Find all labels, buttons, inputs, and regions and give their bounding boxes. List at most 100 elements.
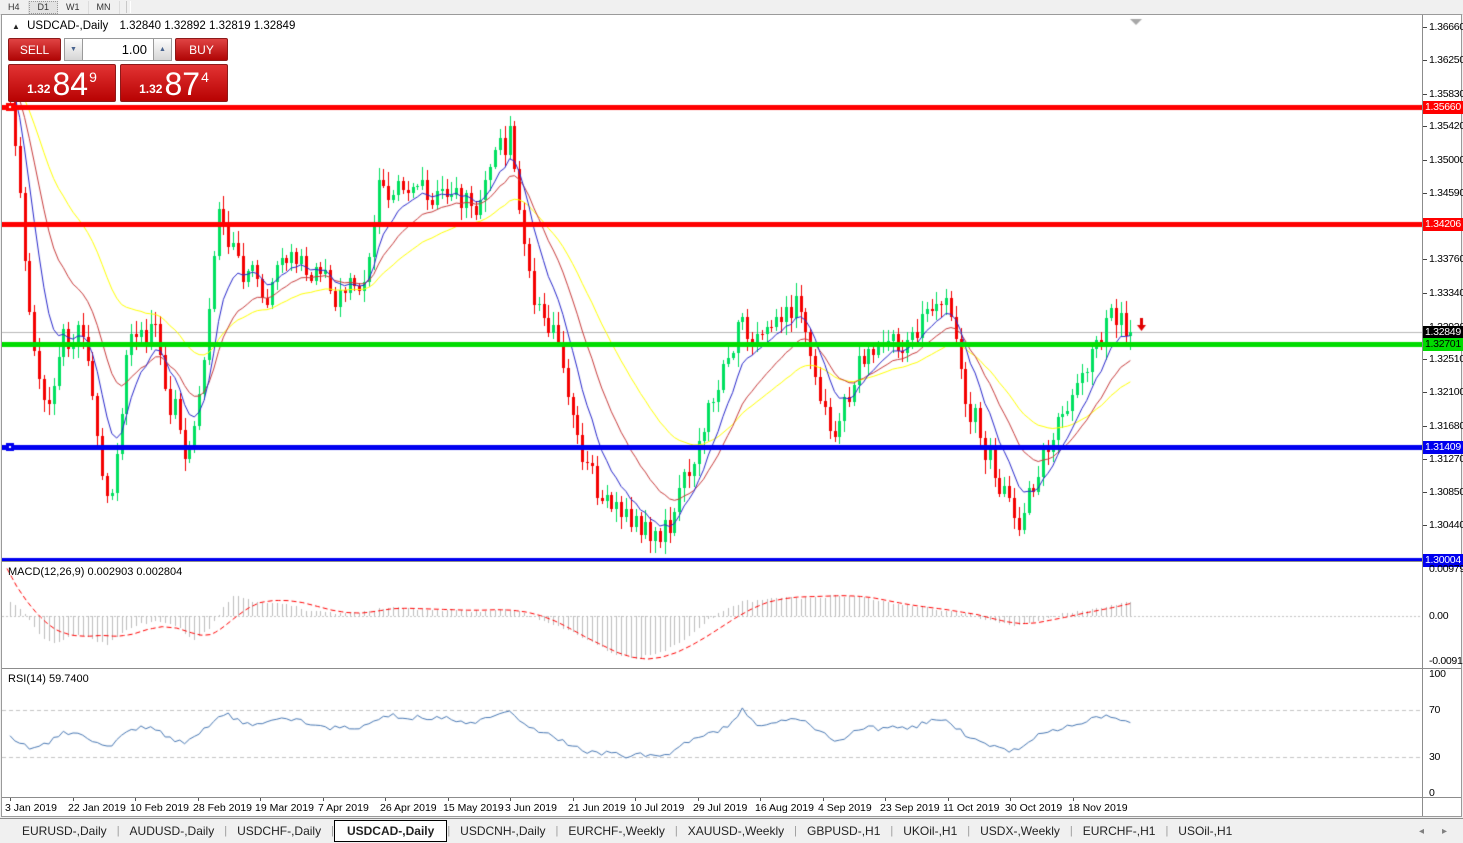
date-tick-label: 15 May 2019	[443, 802, 504, 814]
volume-input[interactable]: 1.00	[83, 38, 153, 61]
chart-tab-xauusd-weekly[interactable]: XAUUSD-,Weekly	[687, 824, 785, 838]
chart-tab-usdx-weekly[interactable]: USDX-,Weekly	[980, 824, 1060, 838]
chart-tab-eurchf-h1[interactable]: EURCHF-,H1	[1082, 824, 1156, 838]
date-tick-mark	[635, 798, 636, 801]
sell-price-prefix: 1.32	[27, 82, 51, 96]
date-tick-label: 10 Feb 2019	[130, 802, 189, 814]
rsi-axis-label: 0	[1429, 787, 1435, 799]
volume-decrease-button[interactable]: ▼	[64, 38, 83, 61]
price-tick-mark	[1423, 259, 1427, 260]
date-tick-mark	[510, 798, 511, 801]
macd-label: MACD(12,26,9) 0.002903 0.002804	[8, 566, 183, 578]
chart-window[interactable]: 1.36660 1.36250 1.35830 1.35420 1.35000 1.345…	[1, 14, 1463, 817]
date-tick-mark	[73, 798, 74, 801]
date-tick-label: 23 Sep 2019	[880, 802, 940, 814]
chart-tab-ukoil-h1[interactable]: UKOil-,H1	[903, 824, 958, 838]
date-tick-label: 4 Sep 2019	[818, 802, 872, 814]
price-line-label: 1.32701	[1423, 338, 1463, 351]
buy-button[interactable]: BUY	[175, 38, 228, 61]
volume-spinner: ▼ 1.00 ▲	[64, 38, 172, 61]
volume-increase-button[interactable]: ▲	[153, 38, 172, 61]
collapse-icon[interactable]: ▲	[12, 22, 20, 31]
date-tick-mark	[10, 798, 11, 801]
chart-tab-gbpusd-h1[interactable]: GBPUSD-,H1	[807, 824, 881, 838]
buy-price-main: 87	[164, 66, 201, 102]
price-axis-border	[1422, 15, 1423, 816]
price-line-label: 1.32849	[1423, 326, 1463, 339]
date-tick-label: 22 Jan 2019	[68, 802, 126, 814]
timeframe-button-d1[interactable]: D1	[28, 0, 59, 14]
price-line-label: 1.35660	[1423, 101, 1463, 114]
price-tick-mark	[1423, 426, 1427, 427]
price-tick-mark	[1423, 525, 1427, 526]
price-tick-label: 1.31270	[1429, 453, 1463, 465]
date-tick-label: 28 Feb 2019	[193, 802, 252, 814]
date-tick-mark	[448, 798, 449, 801]
tab-scroll-right-icon[interactable]: ▸	[1441, 825, 1447, 837]
rsi-axis-label: 100	[1429, 668, 1446, 680]
timeframe-button-h4[interactable]: H4	[0, 0, 29, 14]
date-tick-label: 29 Jul 2019	[693, 802, 748, 814]
date-tick-mark	[948, 798, 949, 801]
rsi-indicator-canvas[interactable]	[2, 670, 1422, 797]
price-tick-mark	[1423, 459, 1427, 460]
sell-button[interactable]: SELL	[8, 38, 61, 61]
date-tick-mark	[385, 798, 386, 801]
price-tick-label: 1.36660	[1429, 21, 1463, 33]
buy-price-prefix: 1.32	[139, 82, 163, 96]
tab-separator: |	[331, 825, 334, 837]
macd-indicator-canvas[interactable]	[2, 563, 1422, 667]
price-tick-label: 1.31680	[1429, 420, 1463, 432]
buy-price-box[interactable]: 1.32 87 4	[120, 64, 228, 102]
price-chart-canvas[interactable]	[2, 15, 1422, 561]
toolbar-separator	[125, 1, 131, 13]
timeframe-toolbar: H4 D1 W1 MN	[0, 0, 1463, 15]
date-tick-mark	[1073, 798, 1074, 801]
price-tick-mark	[1423, 60, 1427, 61]
date-tick-mark	[323, 798, 324, 801]
macd-axis-label: 0.00	[1429, 610, 1449, 622]
macd-axis-label: -0.009178	[1429, 654, 1463, 667]
tab-separator: |	[447, 825, 451, 837]
price-line-label: 1.34206	[1423, 218, 1463, 231]
chart-tab-usoil-h1[interactable]: USOil-,H1	[1178, 824, 1233, 838]
price-tick-label: 1.34590	[1429, 187, 1463, 199]
timeframe-buttons: H4 D1 W1 MN	[0, 0, 120, 14]
price-tick-label: 1.35000	[1429, 154, 1463, 166]
date-tick-mark	[885, 798, 886, 801]
chart-tab-eurusd-daily[interactable]: EURUSD-,Daily	[22, 824, 107, 838]
price-line-label: 1.30004	[1423, 554, 1463, 567]
chart-tab-usdcnh-daily[interactable]: USDCNH-,Daily	[460, 824, 546, 838]
chart-tab-eurchf-weekly[interactable]: EURCHF-,Weekly	[568, 824, 665, 838]
price-tick-mark	[1423, 193, 1427, 194]
tab-separator: |	[674, 825, 678, 837]
chart-tabs-bar: EURUSD-,Daily | AUDUSD-,Daily | USDCHF-,Dail…	[0, 818, 1463, 843]
price-tick-label: 1.33340	[1429, 287, 1463, 299]
price-tick-label: 1.35420	[1429, 120, 1463, 132]
symbol-info: ▲ USDCAD-,Daily 1.32840 1.32892 1.32819 …	[12, 20, 295, 32]
pane-separator[interactable]	[2, 668, 1461, 669]
price-tick-mark	[1423, 492, 1427, 493]
date-tick-label: 16 Aug 2019	[755, 802, 814, 814]
tab-separator: |	[890, 825, 894, 837]
date-tick-mark	[698, 798, 699, 801]
price-tick-label: 1.33760	[1429, 253, 1463, 265]
tab-separator: |	[116, 825, 120, 837]
chart-tab-usdchf-daily[interactable]: USDCHF-,Daily	[237, 824, 322, 838]
tab-separator: |	[1165, 825, 1169, 837]
date-tick-label: 21 Jun 2019	[568, 802, 626, 814]
sell-price-box[interactable]: 1.32 84 9	[8, 64, 116, 102]
buy-price-pip: 4	[201, 69, 209, 85]
timeframe-button-mn[interactable]: MN	[89, 0, 120, 14]
price-tick-label: 1.36250	[1429, 54, 1463, 66]
price-tick-mark	[1423, 126, 1427, 127]
date-tick-label: 30 Oct 2019	[1005, 802, 1063, 814]
macd-axis-label: 0.009795	[1429, 562, 1463, 575]
pane-separator[interactable]	[2, 561, 1461, 562]
tab-scroll-left-icon[interactable]: ◂	[1418, 825, 1424, 837]
price-tick-mark	[1423, 94, 1427, 95]
chart-tab-audusd-daily[interactable]: AUDUSD-,Daily	[129, 824, 215, 838]
date-tick-label: 10 Jul 2019	[630, 802, 685, 814]
chart-tab-usdcad-daily[interactable]: USDCAD-,Daily	[333, 820, 448, 842]
timeframe-button-w1[interactable]: W1	[58, 0, 89, 14]
